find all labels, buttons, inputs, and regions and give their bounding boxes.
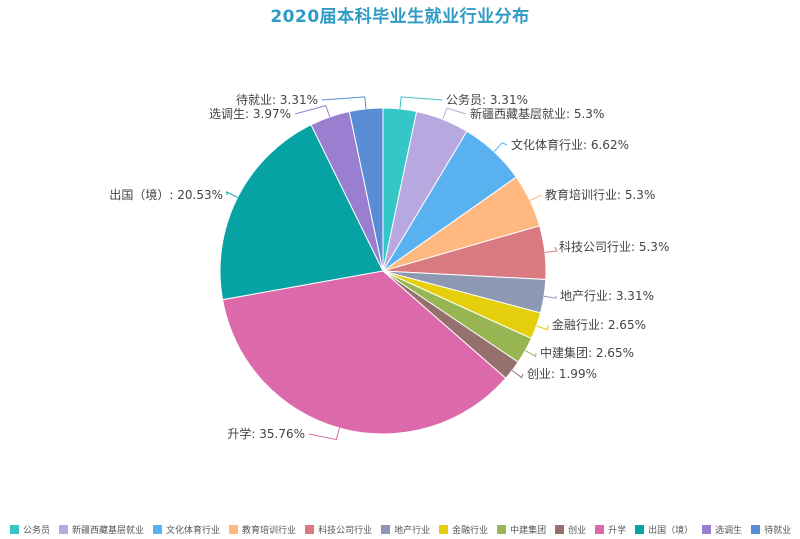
leader-line bbox=[525, 350, 537, 358]
legend-label: 出国（境） bbox=[648, 525, 694, 536]
legend-label: 新疆西藏基层就业 bbox=[72, 525, 145, 536]
legend-label: 中建集团 bbox=[510, 525, 547, 536]
legend-swatch bbox=[381, 524, 391, 534]
legend-label: 升学 bbox=[608, 525, 627, 536]
leader-line bbox=[308, 427, 340, 441]
legend-label: 文化体育行业 bbox=[166, 525, 221, 536]
legend-swatch bbox=[702, 524, 712, 534]
legend-swatch bbox=[555, 524, 565, 534]
legend-swatch bbox=[439, 524, 449, 534]
legend-item[interactable]: 创业 bbox=[555, 523, 586, 536]
legend-swatch bbox=[635, 524, 645, 534]
legend-item[interactable]: 待就业 bbox=[751, 523, 791, 536]
legend-item[interactable]: 金融行业 bbox=[439, 523, 488, 536]
legend-swatch bbox=[497, 524, 507, 534]
legend-label: 选调生 bbox=[715, 525, 743, 536]
pie-labels: 公务员: 3.31%新疆西藏基层就业: 5.3% 文化体育行业: 6.62% 教育培… bbox=[109, 92, 669, 441]
chart-title: 2020届本科毕业生就业行业分布 bbox=[270, 7, 530, 27]
slice-label: 待就业: 3.31% bbox=[236, 93, 318, 107]
slice-label: 地产行业: 3.31% bbox=[560, 289, 654, 303]
slice-label: 选调生: 3.97% bbox=[209, 107, 291, 121]
slice-label: 文化体育行业: 6.62% bbox=[511, 137, 629, 152]
slice-label: 公务员: 3.31% bbox=[446, 92, 528, 107]
slice-label: 创业: 1.99% bbox=[527, 367, 597, 381]
legend-item[interactable]: 公务员 bbox=[10, 523, 50, 536]
slice-label: 升学: 35.76% bbox=[227, 426, 305, 441]
slice-label: 科技公司行业: 5.3% bbox=[559, 240, 669, 254]
leader-line bbox=[493, 142, 508, 152]
chart-legend: 公务员 新疆西藏基层就业 文化体育行业 教育培训行业 科技公司行业 地产行业 金融行业 中建集… bbox=[10, 521, 800, 537]
legend-swatch bbox=[751, 524, 761, 534]
slice-label: 出国（境）: 20.53% bbox=[109, 187, 223, 202]
legend-item[interactable]: 升学 bbox=[595, 523, 626, 536]
legend-swatch bbox=[595, 524, 605, 534]
legend-item[interactable]: 科技公司行业 bbox=[305, 523, 372, 536]
legend-item[interactable]: 新疆西藏基层就业 bbox=[59, 523, 144, 536]
leader-line bbox=[536, 324, 549, 331]
legend-item[interactable]: 选调生 bbox=[702, 523, 742, 536]
leader-line bbox=[321, 96, 367, 109]
leader-line bbox=[543, 295, 557, 299]
legend-swatch bbox=[10, 524, 19, 534]
leader-line bbox=[294, 104, 331, 118]
legend-label: 教育培训行业 bbox=[242, 525, 297, 536]
leader-line bbox=[544, 246, 558, 253]
leader-line bbox=[529, 194, 542, 201]
legend-item[interactable]: 教育培训行业 bbox=[229, 523, 296, 536]
slice-label: 新疆西藏基层就业: 5.3% bbox=[470, 106, 604, 121]
legend-label: 科技公司行业 bbox=[318, 525, 373, 536]
leader-line bbox=[226, 191, 238, 198]
legend-swatch bbox=[229, 524, 239, 534]
legend-label: 创业 bbox=[568, 525, 587, 536]
leader-line bbox=[511, 370, 524, 379]
legend-label: 地产行业 bbox=[394, 525, 431, 536]
slice-label: 金融行业: 2.65% bbox=[552, 317, 646, 332]
legend-label: 公务员 bbox=[23, 525, 51, 536]
legend-swatch bbox=[305, 524, 315, 534]
pie-slice[interactable] bbox=[221, 270, 507, 435]
legend-item[interactable]: 地产行业 bbox=[381, 523, 430, 536]
legend-item[interactable]: 中建集团 bbox=[497, 523, 546, 536]
legend-item[interactable]: 出国（境） bbox=[635, 523, 693, 536]
slice-label: 教育培训行业: 5.3% bbox=[545, 187, 655, 202]
leader-line bbox=[442, 107, 467, 120]
pie-leader-lines bbox=[226, 96, 558, 441]
legend-label: 金融行业 bbox=[452, 525, 489, 536]
legend-item[interactable]: 文化体育行业 bbox=[153, 523, 220, 536]
leader-line bbox=[399, 96, 443, 109]
legend-label: 待就业 bbox=[764, 525, 792, 536]
legend-swatch bbox=[59, 524, 69, 534]
legend-swatch bbox=[153, 524, 163, 534]
pie-slices bbox=[219, 107, 547, 435]
slice-label: 中建集团: 2.65% bbox=[540, 345, 634, 360]
